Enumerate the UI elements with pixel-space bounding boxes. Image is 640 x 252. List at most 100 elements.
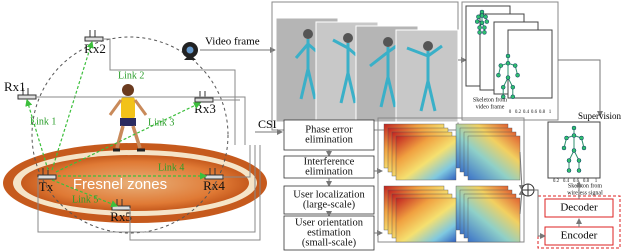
skeleton-wireless-label: Skeleton from: [568, 182, 602, 189]
frame-head: [383, 37, 393, 47]
pipeline-label: estimation: [307, 227, 351, 238]
heatmap: [395, 135, 457, 181]
joint: [477, 25, 482, 30]
pipeline: Phase erroreliminationInterferenceelimin…: [283, 119, 383, 251]
csi-lines: [36, 38, 261, 241]
joint: [477, 30, 482, 35]
x-tick-label: 0.4: [523, 110, 530, 115]
supervision-arrow: [558, 59, 603, 117]
joint: [576, 158, 582, 163]
heatmap-arrow: [518, 151, 525, 191]
node-label: Rx4: [203, 178, 225, 193]
joint: [482, 30, 487, 35]
joint: [515, 72, 520, 78]
heatmap: [467, 197, 521, 243]
joint: [566, 168, 572, 173]
link-label: Link 2: [118, 70, 144, 81]
node-label: Rx1: [4, 79, 26, 94]
pipeline-label: User orientation: [295, 217, 364, 228]
person: [108, 84, 148, 152]
pipeline-label: Interference: [304, 156, 355, 167]
frame-body: [332, 38, 363, 104]
node-label: Rx5: [110, 209, 132, 224]
frame-body: [294, 39, 323, 100]
joint: [510, 94, 516, 100]
sum-node: [521, 183, 535, 197]
x-tick-label: 0: [509, 110, 512, 115]
skeleton-video-label: video frame: [476, 103, 505, 110]
coverage-circle: [31, 36, 229, 234]
link-label: Link 5: [72, 194, 98, 205]
joint: [581, 145, 587, 151]
joint: [571, 125, 577, 131]
pipeline-label: (small-scale): [302, 237, 357, 248]
joint: [564, 135, 569, 141]
joint: [483, 14, 488, 20]
pipeline-box: [283, 185, 375, 215]
pipeline-box: [283, 215, 375, 251]
joint: [579, 135, 584, 141]
pipeline-label: elimination: [305, 134, 354, 145]
frame-body: [369, 40, 403, 108]
heatmap: [395, 197, 457, 243]
skeleton-panel: [461, 1, 559, 121]
joint: [474, 19, 480, 24]
frame-head: [343, 33, 353, 43]
joint: [571, 133, 577, 138]
heatmap-arrow: [518, 189, 525, 215]
joint: [500, 84, 506, 90]
joint: [498, 63, 504, 68]
pipeline-label: Phase error: [305, 124, 353, 135]
x-tick-label: 1: [549, 110, 552, 115]
pipeline-box: [283, 119, 375, 151]
links: [25, 40, 208, 208]
decoder-label: Decoder: [560, 202, 598, 214]
video-frame-label: Video frame: [205, 36, 260, 48]
heatmap: [467, 135, 521, 181]
joint: [482, 25, 487, 30]
encoder-label: Encoder: [561, 230, 598, 242]
link-label: Link 1: [30, 116, 56, 127]
x-tick-label: 0.4: [563, 179, 570, 184]
x-tick-label: 0.8: [583, 179, 590, 184]
csi-label: CSI: [258, 117, 277, 131]
pipeline-label: (large-scale): [303, 199, 356, 210]
joint: [500, 94, 506, 100]
frame-head: [423, 41, 433, 51]
joint: [484, 19, 490, 24]
x-tick-label: 0.2: [553, 179, 560, 184]
node-label: Tx: [39, 179, 54, 194]
fresnel-label: Fresnel zones: [73, 176, 167, 193]
frame-body: [406, 44, 443, 112]
link-label: Link 3: [148, 117, 174, 128]
joint: [576, 168, 582, 173]
joint: [505, 60, 511, 66]
video-frames: [271, 1, 459, 131]
frame-head: [303, 29, 313, 39]
joint: [496, 72, 501, 78]
wireless-skeleton: Skeleton from wireless signal 0.2 0.4 0.6 0…: [547, 121, 603, 196]
joint: [479, 20, 485, 26]
link-label: Link 4: [158, 162, 184, 173]
joint: [505, 75, 511, 80]
joint: [512, 63, 518, 68]
pipeline-label: User localization: [293, 189, 365, 200]
pipeline-label: elimination: [305, 166, 354, 177]
joint: [571, 148, 577, 153]
heatmaps: [377, 117, 525, 243]
joint: [505, 53, 511, 59]
fresnel-inner: [21, 155, 249, 211]
autoencoder: Decoder Encoder: [534, 181, 621, 249]
joint: [566, 158, 572, 163]
sensing-scene: Fresnel zones Rx2 Rx1 Rx3 Tx Rx4 Rx5 Lin…: [3, 30, 283, 241]
joint: [561, 145, 567, 151]
camera: [182, 42, 198, 60]
x-tick-label: 0.8: [539, 110, 546, 115]
skeleton-wireless-label: wireless signal: [567, 190, 603, 196]
video-skeletons: Skeleton from video frame 0 0.2 0.4 0.6 0.8 1: [461, 1, 559, 121]
joint: [476, 14, 481, 20]
x-tick-label: 0.6: [531, 110, 538, 115]
x-tick-label: 1: [595, 179, 598, 184]
x-tick-label: 0.2: [515, 110, 522, 115]
